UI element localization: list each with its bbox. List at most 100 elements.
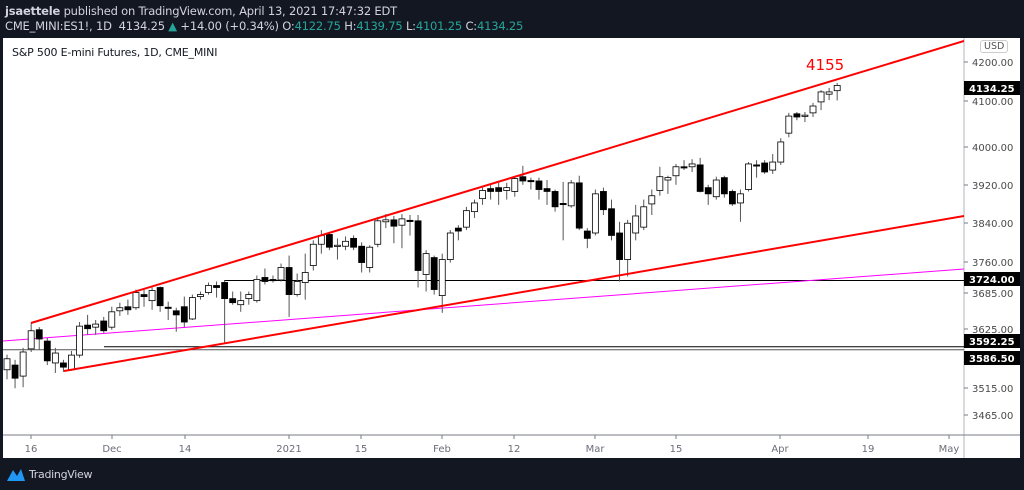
candle <box>769 154 777 174</box>
candle <box>197 291 204 300</box>
candle-body <box>108 311 116 328</box>
candle <box>366 245 374 273</box>
candle-body <box>205 285 212 293</box>
symbol-label: CME_MINI:ES1!, 1D <box>5 19 112 33</box>
candle <box>277 263 285 282</box>
candle <box>342 236 349 251</box>
candle-body <box>156 287 164 307</box>
candle-body <box>720 177 728 195</box>
candle-body <box>325 234 333 248</box>
candle-body <box>43 340 51 362</box>
candle <box>108 306 116 330</box>
candle-body <box>632 215 640 234</box>
price-label: 3592.25 <box>969 337 1015 348</box>
candle <box>737 189 744 222</box>
candle <box>406 215 414 236</box>
close-value: 4134.25 <box>476 19 524 33</box>
candle <box>833 82 841 101</box>
candle <box>116 302 124 316</box>
x-tick-label: Mar <box>586 444 606 455</box>
candle <box>221 279 229 344</box>
candle <box>309 240 317 271</box>
y-tick-label: 3920.00 <box>972 181 1013 192</box>
candle-body <box>197 294 204 297</box>
candle-body <box>11 364 19 379</box>
x-tick-label: 12 <box>508 444 521 455</box>
candle-body <box>132 292 140 309</box>
candle-body <box>551 191 559 208</box>
candle-body <box>656 176 664 191</box>
candle <box>704 184 712 205</box>
candle <box>334 238 341 260</box>
candle-body <box>527 180 535 183</box>
candle <box>753 160 760 178</box>
candle-body <box>600 191 607 211</box>
candle-body <box>769 161 777 171</box>
y-tick-label: 4200.00 <box>972 58 1013 69</box>
candle-body <box>27 330 35 350</box>
currency-badge[interactable]: USD <box>980 40 1009 53</box>
candle <box>414 215 422 288</box>
close-label: C: <box>465 19 477 33</box>
author-name[interactable]: jsaettele <box>5 4 61 18</box>
candle <box>809 102 817 117</box>
candle <box>398 214 406 249</box>
y-tick-label: 3465.00 <box>972 411 1013 422</box>
tradingview-logo[interactable]: TradingView <box>6 466 92 482</box>
high-value: 4139.75 <box>356 19 403 33</box>
candle-body <box>454 227 462 232</box>
triangle-up-icon: ▲ <box>168 19 177 33</box>
chart-panel[interactable] <box>3 38 1020 458</box>
magenta-trendline[interactable] <box>3 268 964 342</box>
candle-body <box>761 162 769 173</box>
lower-trendline[interactable] <box>63 215 964 372</box>
candle <box>285 255 293 317</box>
y-tick-label: 4100.00 <box>972 97 1013 108</box>
candle-body <box>92 323 100 328</box>
candle <box>205 282 212 295</box>
x-tick-label: 2021 <box>276 444 301 455</box>
price-label: 4134.25 <box>969 84 1015 95</box>
candle-body <box>616 232 623 260</box>
candle <box>503 182 511 200</box>
drawings-layer <box>3 40 964 389</box>
upper-trendline[interactable] <box>30 40 964 324</box>
candle-body <box>406 219 414 222</box>
candle-body <box>430 257 438 290</box>
candle-body <box>737 193 744 204</box>
candle-body <box>753 164 760 167</box>
publish-info: jsaettele published on TradingView.com, … <box>5 4 397 18</box>
candle <box>84 314 91 335</box>
candle <box>672 163 680 185</box>
candle <box>608 199 615 241</box>
candle-body <box>640 206 648 228</box>
candle-body <box>148 290 156 302</box>
candle-body <box>269 279 277 282</box>
candle <box>487 184 495 200</box>
candle-body <box>84 324 91 330</box>
annotation-4155: 4155 <box>806 56 844 74</box>
candle <box>527 177 535 190</box>
candle-body <box>229 298 237 304</box>
candle-body <box>350 237 357 248</box>
x-tick-label: 16 <box>25 444 38 455</box>
candle <box>100 316 108 333</box>
candle <box>92 319 100 335</box>
low-value: 4101.25 <box>415 19 462 33</box>
candle <box>785 112 793 138</box>
candle <box>446 230 454 263</box>
candle-body <box>745 163 752 190</box>
candle-body <box>825 91 833 95</box>
last-price: 4134.25 <box>118 19 165 33</box>
candle <box>293 273 301 297</box>
price-label-bg <box>964 351 1020 365</box>
candle <box>712 176 720 200</box>
candle-body <box>261 277 269 282</box>
candle-body <box>664 177 672 181</box>
candle <box>801 111 809 123</box>
candle-body <box>301 272 309 283</box>
x-tick-label: Dec <box>102 444 121 455</box>
candle <box>616 221 623 282</box>
candle-body <box>414 220 422 271</box>
